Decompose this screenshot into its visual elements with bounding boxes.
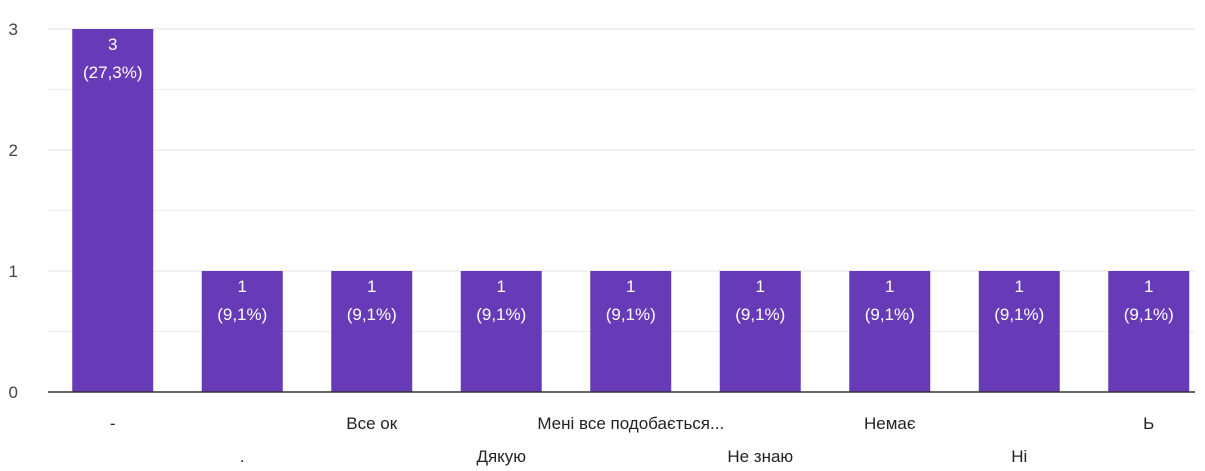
bar-percent-label: (9,1%) bbox=[606, 305, 656, 324]
bar-value-label: 1 bbox=[497, 277, 506, 296]
bar[interactable] bbox=[1108, 271, 1190, 392]
x-category-label: Немає bbox=[864, 414, 916, 433]
bar[interactable] bbox=[849, 271, 931, 392]
x-category-label: Дякую bbox=[476, 447, 526, 466]
bar[interactable] bbox=[331, 271, 413, 392]
x-category-label: Не знаю bbox=[727, 447, 793, 466]
bars: 3 (27,3%) 1 (9,1%) 1 (9,1%) 1 (9,1%) 1 (9,1%) 1 (9,… bbox=[72, 29, 1190, 392]
bar-value-label: 3 bbox=[108, 35, 117, 54]
y-tick-label: 2 bbox=[9, 141, 18, 160]
bar-percent-label: (27,3%) bbox=[83, 63, 143, 82]
bar-value-label: 1 bbox=[885, 277, 894, 296]
bar-percent-label: (9,1%) bbox=[217, 305, 267, 324]
bar-value-label: 1 bbox=[756, 277, 765, 296]
bar[interactable] bbox=[719, 271, 801, 392]
x-axis-labels: -. Все ок Дякую Мені все подобається...Не з… bbox=[110, 414, 1154, 466]
x-category-label: Мені все подобається... bbox=[537, 414, 724, 433]
bar-percent-label: (9,1%) bbox=[865, 305, 915, 324]
bar-percent-label: (9,1%) bbox=[476, 305, 526, 324]
bar[interactable] bbox=[72, 29, 154, 392]
y-tick-label: 0 bbox=[9, 383, 18, 402]
bar-value-label: 1 bbox=[367, 277, 376, 296]
bar-percent-label: (9,1%) bbox=[1124, 305, 1174, 324]
x-category-label: Все ок bbox=[346, 414, 397, 433]
x-category-label: - bbox=[110, 414, 116, 433]
bar-value-label: 1 bbox=[238, 277, 247, 296]
bar-percent-label: (9,1%) bbox=[994, 305, 1044, 324]
bar-percent-label: (9,1%) bbox=[347, 305, 397, 324]
bar-value-label: 1 bbox=[1144, 277, 1153, 296]
bar[interactable] bbox=[590, 271, 672, 392]
bar[interactable] bbox=[978, 271, 1060, 392]
bar[interactable] bbox=[460, 271, 542, 392]
x-category-label: Ь bbox=[1143, 414, 1154, 433]
x-category-label: . bbox=[240, 447, 245, 466]
bar-percent-label: (9,1%) bbox=[735, 305, 785, 324]
x-category-label: Ні bbox=[1011, 447, 1027, 466]
y-tick-label: 1 bbox=[9, 262, 18, 281]
bar-value-label: 1 bbox=[626, 277, 635, 296]
y-tick-label: 3 bbox=[9, 20, 18, 39]
bar-value-label: 1 bbox=[1015, 277, 1024, 296]
bar[interactable] bbox=[201, 271, 283, 392]
y-axis-ticks: 0 1 2 3 bbox=[9, 20, 18, 402]
